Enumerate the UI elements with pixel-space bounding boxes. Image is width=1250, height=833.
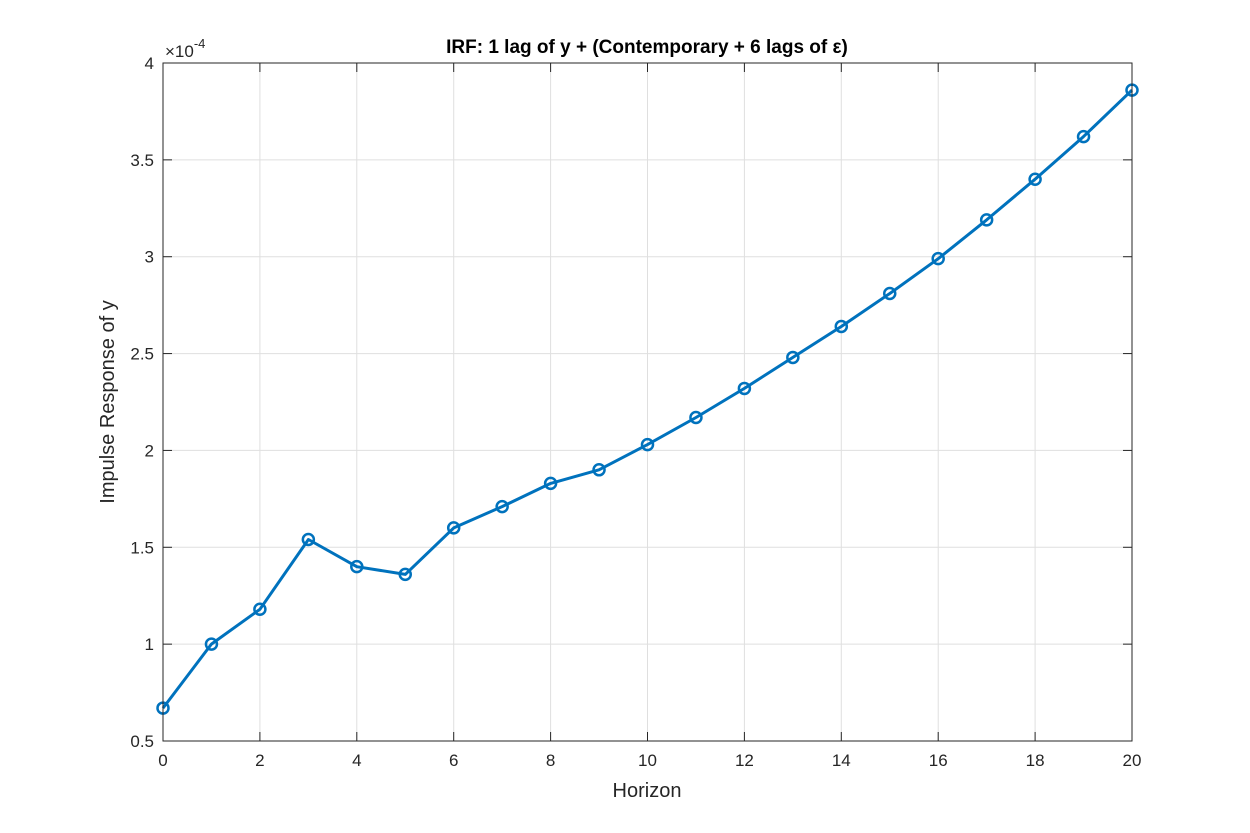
data-point-marker <box>1028 172 1042 186</box>
x-tick-label: 8 <box>546 751 555 770</box>
data-point-marker <box>446 521 461 535</box>
x-tick-label: 6 <box>449 751 458 770</box>
x-tick-label: 10 <box>638 751 657 770</box>
data-point-marker <box>689 410 703 425</box>
x-tick-label: 20 <box>1123 751 1142 770</box>
y-scale-exponent: -4 <box>194 36 206 51</box>
data-point-marker <box>1076 129 1091 144</box>
y-tick-label: 3 <box>145 248 154 267</box>
chart-title: IRF: 1 lag of y + (Contemporary + 6 lags… <box>446 37 848 58</box>
x-tick-label: 2 <box>255 751 264 770</box>
data-point-marker <box>204 637 219 651</box>
x-tick-label: 4 <box>352 751 361 770</box>
y-tick-label: 1.5 <box>130 538 154 557</box>
data-point-marker <box>592 463 606 477</box>
y-tick-label: 3.5 <box>130 151 154 170</box>
x-tick-label: 12 <box>735 751 754 770</box>
data-point-marker <box>640 437 655 452</box>
y-scale-exponent-label: ×10-4 <box>165 36 205 61</box>
data-point-marker <box>786 350 800 365</box>
data-point-marker <box>931 251 945 266</box>
x-tick-label: 0 <box>158 751 167 770</box>
y-tick-label: 4 <box>145 54 154 73</box>
y-scale-base: ×10 <box>165 42 194 61</box>
data-point-marker <box>398 567 412 582</box>
y-tick-label: 1 <box>145 635 154 654</box>
x-axis-label: Horizon <box>613 780 682 802</box>
data-point-marker <box>543 476 558 491</box>
x-tick-label: 18 <box>1026 751 1045 770</box>
data-point-marker <box>979 213 994 227</box>
x-tick-label: 14 <box>832 751 851 770</box>
data-point-marker <box>883 286 897 301</box>
series-line <box>161 89 1134 710</box>
y-axis-label: Impulse Response of y <box>97 300 119 503</box>
x-axis-ticks: 0 2 4 6 8 10 12 14 16 18 20 <box>158 63 1141 770</box>
data-point-marker <box>737 381 752 396</box>
data-point-marker <box>495 499 509 514</box>
data-point-marker <box>301 532 316 547</box>
data-point-marker <box>350 559 364 574</box>
data-point-marker <box>834 319 849 334</box>
y-tick-label: 2 <box>145 441 154 460</box>
x-tick-label: 16 <box>929 751 948 770</box>
y-tick-label: 0.5 <box>130 732 154 751</box>
data-point-marker <box>253 602 267 617</box>
y-tick-label: 2.5 <box>130 345 154 364</box>
y-axis-ticks: 0.5 1 1.5 2 2.5 3 3.5 4 <box>130 54 1132 751</box>
